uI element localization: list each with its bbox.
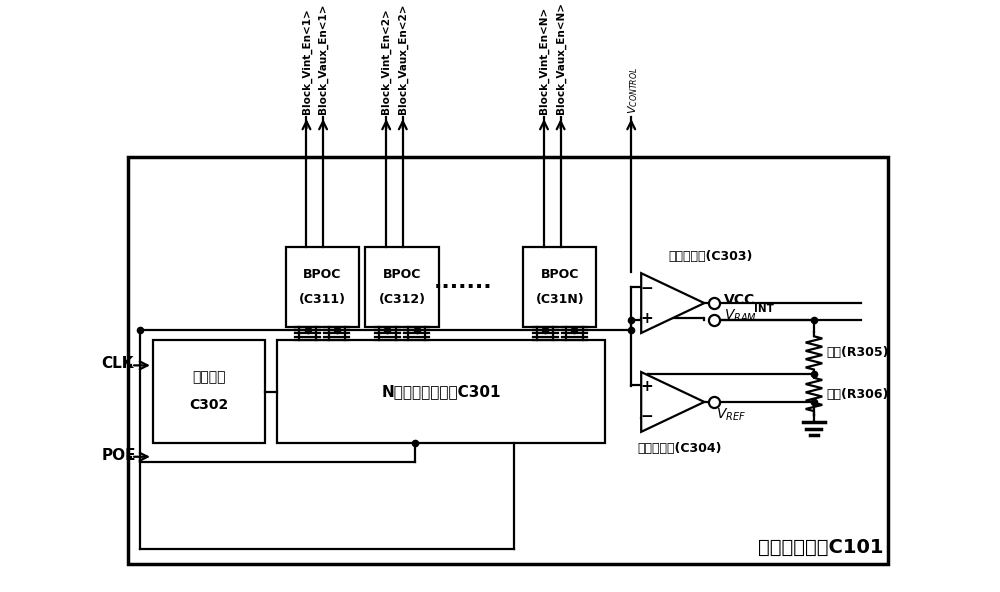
Text: −: − xyxy=(641,410,653,424)
Text: 供电控制电路C101: 供电控制电路C101 xyxy=(758,538,884,557)
Text: BPOC: BPOC xyxy=(303,268,341,281)
Bar xyxy=(128,157,888,564)
Polygon shape xyxy=(641,273,704,333)
Bar xyxy=(286,247,359,327)
Text: 电阻(R305): 电阻(R305) xyxy=(826,346,889,359)
Text: Block_Vaux_En<N>: Block_Vaux_En<N> xyxy=(556,2,566,114)
Bar xyxy=(365,247,439,327)
Text: Block_Vint_En<1>: Block_Vint_En<1> xyxy=(301,8,312,114)
Text: N位移位寄存器链C301: N位移位寄存器链C301 xyxy=(382,384,501,399)
Text: +: + xyxy=(641,311,653,326)
Text: −: − xyxy=(641,281,653,295)
Text: CLK: CLK xyxy=(101,356,134,371)
Text: BPOC: BPOC xyxy=(541,268,579,281)
Bar xyxy=(277,340,605,443)
Text: +: + xyxy=(641,379,653,394)
Text: ·······: ······· xyxy=(433,277,492,297)
Text: $V_{REF}$: $V_{REF}$ xyxy=(716,407,746,423)
Text: (C312): (C312) xyxy=(378,293,425,306)
Text: 迟滞比较器(C303): 迟滞比较器(C303) xyxy=(669,250,753,263)
Text: C302: C302 xyxy=(189,398,229,412)
Text: POE: POE xyxy=(101,448,136,462)
Text: (C311): (C311) xyxy=(299,293,346,306)
Text: Block_Vint_En<2>: Block_Vint_En<2> xyxy=(381,8,391,114)
Text: (C31N): (C31N) xyxy=(535,293,584,306)
Text: 电阻(R306): 电阻(R306) xyxy=(826,388,889,401)
Text: Block_Vaux_En<1>: Block_Vaux_En<1> xyxy=(318,3,328,114)
Text: 运算放大器(C304): 运算放大器(C304) xyxy=(637,442,722,455)
Text: VCC: VCC xyxy=(724,293,756,307)
Text: BPOC: BPOC xyxy=(383,268,421,281)
Polygon shape xyxy=(641,372,704,432)
Text: $V_{CONTROL}$: $V_{CONTROL}$ xyxy=(626,66,640,114)
Text: Block_Vaux_En<2>: Block_Vaux_En<2> xyxy=(398,3,408,114)
Bar xyxy=(523,247,596,327)
Text: 分频电路: 分频电路 xyxy=(192,371,226,384)
Text: $V_{RAM}$: $V_{RAM}$ xyxy=(724,308,757,324)
Text: INT: INT xyxy=(754,304,774,314)
Bar xyxy=(153,340,265,443)
Text: Block_Vint_En<N>: Block_Vint_En<N> xyxy=(539,7,549,114)
